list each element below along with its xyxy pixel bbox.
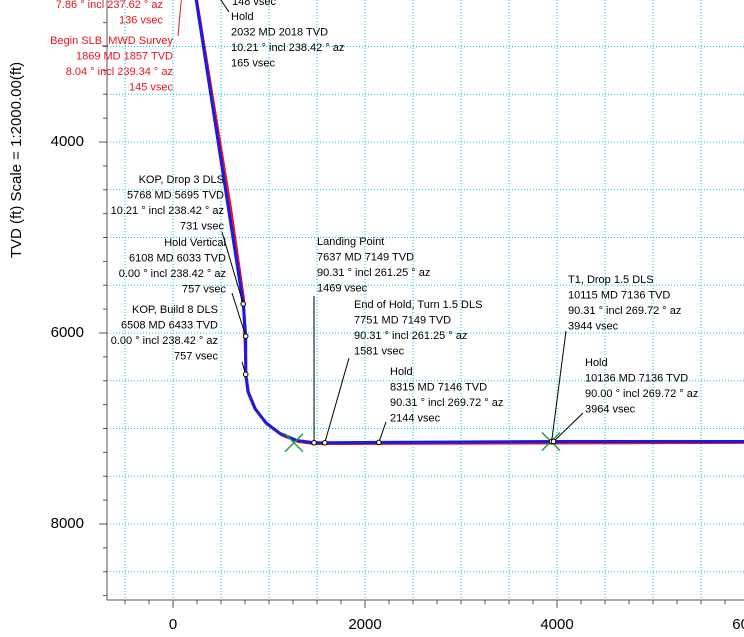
annotation-text: 10.21 ° incl 238.42 ° az — [231, 42, 344, 54]
annotation-text: 7.86 ° incl 237.62 ° az — [56, 0, 163, 11]
annotation-text: KOP, Drop 3 DLS — [139, 174, 224, 186]
survey-point — [322, 439, 328, 446]
annotation-text: 2032 MD 2018 TVD — [231, 26, 328, 38]
annotation-text: 6508 MD 6433 TVD — [121, 319, 218, 331]
leader-line — [177, 0, 182, 37]
annotation-text: 148 vsec — [232, 0, 277, 8]
annotation-text: End of Hold, Turn 1.5 DLS — [354, 299, 482, 311]
annotation-text: 90.31 ° incl 261.25 ° az — [317, 267, 430, 279]
annotation-text: 8315 MD 7146 TVD — [390, 381, 487, 393]
survey-point — [240, 301, 247, 307]
y-axis-label: TVD (ft) Scale = 1:2000.00(ft) — [8, 62, 25, 258]
annotation-text: 10136 MD 7136 TVD — [585, 372, 688, 384]
annotation-text: 1869 MD 1857 TVD — [76, 50, 173, 62]
annotation-text: 10115 MD 7136 TVD — [568, 289, 670, 301]
annotation-text: KOP, Build 8 DLS — [132, 304, 218, 316]
annotation-text: T1, Drop 1.5 DLS — [568, 274, 654, 286]
annotation-text: 8.04 ° incl 239.34 ° az — [66, 66, 173, 78]
survey-point — [242, 333, 249, 339]
leader-line — [378, 421, 387, 443]
annotation-text: 90.31 ° incl 269.72 ° az — [568, 305, 681, 317]
annotation-text: 6108 MD 6033 TVD — [129, 252, 226, 264]
x-tick-label: 0 — [169, 616, 177, 633]
y-tick-label: 4000 — [51, 133, 84, 150]
survey-point — [242, 371, 249, 378]
annotation-text: 1469 vsec — [317, 282, 368, 294]
annotation-text: 145 vsec — [129, 81, 174, 93]
leader-line — [551, 330, 567, 442]
annotation-text: 3944 vsec — [568, 320, 619, 332]
annotation-text: 0.00 ° incl 238.42 ° az — [119, 268, 226, 280]
annotation-text: Hold — [231, 11, 254, 23]
survey-point — [550, 438, 557, 445]
annotation-text: 7751 MD 7149 TVD — [354, 314, 451, 326]
annotation-text: 5768 MD 5695 TVD — [127, 189, 224, 201]
annotation-text: 731 vsec — [180, 220, 225, 232]
x-tick-label: 2000 — [348, 616, 381, 633]
annotation-text: Hold — [585, 357, 608, 369]
x-tick-label: 4000 — [540, 616, 573, 633]
annotation-text: 165 vsec — [231, 57, 276, 69]
annotation-text: Begin SLB_MWD Survey — [50, 35, 173, 47]
annotation-text: 90.31 ° incl 261.25 ° az — [354, 330, 467, 342]
leader-line — [324, 357, 350, 443]
annotation-text: 136 vsec — [119, 14, 164, 26]
annotation-text: 757 vsec — [182, 283, 227, 295]
leader-line — [231, 292, 247, 337]
survey-point — [376, 439, 382, 446]
plot-area — [107, 0, 744, 600]
well-path — [194, 0, 744, 445]
leader-line — [220, 0, 230, 13]
survey-point — [311, 439, 317, 446]
annotation-text: 90.00 ° incl 269.72 ° az — [585, 388, 698, 400]
annotation-text: 7637 MD 7149 TVD — [317, 251, 414, 263]
x-tick-label: 6000 — [732, 616, 744, 633]
annotation-text: Landing Point — [317, 236, 384, 248]
y-tick-label: 6000 — [51, 324, 84, 341]
annotation-text: 0.00 ° incl 238.42 ° az — [111, 335, 218, 347]
annotation-text: 1581 vsec — [354, 345, 405, 357]
annotation-text: 757 vsec — [174, 350, 219, 362]
leader-line — [553, 412, 584, 442]
annotation-text: 3964 vsec — [585, 403, 636, 415]
leader-line — [221, 231, 244, 305]
annotation-text: 90.31 ° incl 269.72 ° az — [390, 397, 503, 409]
annotation-text: Hold Vertical — [164, 237, 226, 249]
annotation-text: 10.21 ° incl 238.42 ° az — [111, 205, 224, 217]
y-tick-label: 8000 — [51, 515, 84, 532]
annotation-text: 2144 vsec — [390, 412, 441, 424]
annotation-text: Hold — [390, 366, 413, 378]
target-marker — [284, 433, 304, 453]
